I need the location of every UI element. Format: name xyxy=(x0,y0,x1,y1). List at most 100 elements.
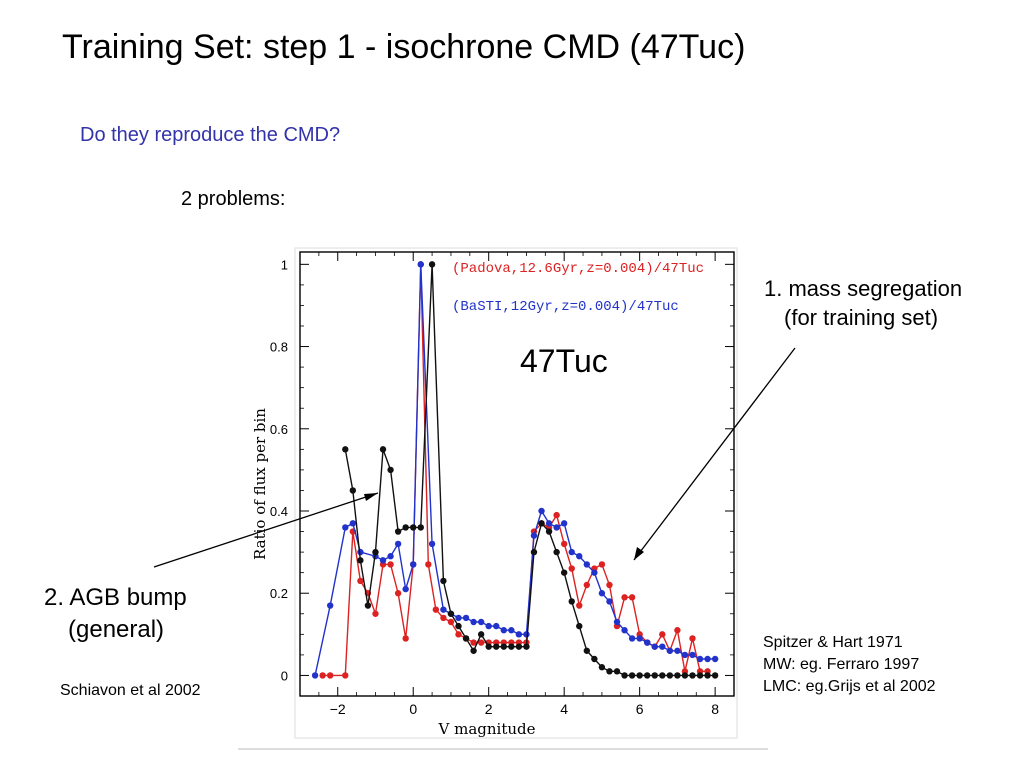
series-1-point xyxy=(477,618,485,626)
series-1-point xyxy=(349,520,357,527)
series-1-point xyxy=(515,631,523,638)
series-1-point xyxy=(417,261,424,268)
series-1-point xyxy=(591,569,598,576)
y-tick-label: 0.2 xyxy=(270,586,288,601)
series-2-point xyxy=(568,598,575,605)
y-tick-label: 1 xyxy=(281,257,288,272)
series-2-point xyxy=(349,487,357,494)
series-1-point xyxy=(606,598,613,605)
series-2-point xyxy=(394,528,402,535)
x-tick-label: 8 xyxy=(711,701,719,717)
series-1-point xyxy=(500,627,507,634)
series-1-point xyxy=(485,622,492,630)
series-0-point xyxy=(621,594,628,601)
x-tick-label: 4 xyxy=(560,701,568,717)
series-2-point xyxy=(500,643,507,650)
annotation-agb-bump-line1: 2. AGB bump xyxy=(44,584,187,611)
series-2-point xyxy=(644,672,651,679)
series-2-point xyxy=(477,631,485,638)
citation-right-line1: Spitzer & Hart 1971 xyxy=(763,634,903,651)
series-2-point xyxy=(553,548,560,556)
series-2-point xyxy=(402,524,409,531)
series-1-point xyxy=(696,655,704,663)
series-2-point xyxy=(681,672,689,679)
series-1-point xyxy=(402,585,409,593)
series-2-point xyxy=(613,668,621,675)
series-0-point xyxy=(576,602,583,609)
series-1-point xyxy=(560,520,568,527)
annotation-mass-segregation: 1. mass segregation (for training set) xyxy=(764,274,962,332)
series-2-point xyxy=(711,672,719,679)
chart-annotation: 47Tuc xyxy=(520,343,608,379)
x-tick-label: 2 xyxy=(485,701,493,717)
series-1-point xyxy=(410,561,417,568)
series-0-point xyxy=(372,610,379,617)
x-tick-label: 6 xyxy=(636,701,644,717)
citation-right: Spitzer & Hart 1971 MW: eg. Ferraro 1997… xyxy=(763,632,936,698)
series-0-point xyxy=(432,606,440,613)
y-tick-label: 0.6 xyxy=(270,422,288,437)
series-1-point xyxy=(553,524,560,531)
series-0-point xyxy=(659,631,666,638)
series-2-point xyxy=(485,643,492,650)
series-1-point xyxy=(674,647,681,654)
series-2-point xyxy=(462,635,470,642)
series-1-point xyxy=(681,651,689,659)
y-axis-label: Ratio of flux per bin xyxy=(251,408,269,560)
series-0-point xyxy=(342,672,349,679)
citation-right-line2: MW: eg. Ferraro 1997 xyxy=(763,656,920,673)
series-0-point xyxy=(568,565,575,572)
series-0-point xyxy=(447,618,455,626)
series-2-point xyxy=(364,602,372,609)
series-2-point xyxy=(428,261,436,268)
series-2-point xyxy=(387,466,394,474)
y-tick-label: 0.4 xyxy=(270,504,288,519)
arrow-mass-segregation xyxy=(633,347,796,561)
series-1-point xyxy=(545,520,553,527)
arrowhead-mass-segregation xyxy=(634,547,644,560)
series-1-point xyxy=(428,540,436,548)
citation-right-line3: LMC: eg.Grijs et al 2002 xyxy=(763,678,936,695)
annotation-agb-bump-line2: (general) xyxy=(68,616,165,643)
series-0-point xyxy=(628,594,636,601)
plot-frame xyxy=(294,247,738,739)
series-2-point xyxy=(628,672,636,679)
series-2-point xyxy=(651,672,658,679)
legend-entry-1: (BaSTI,12Gyr,z=0.004)/47Tuc xyxy=(452,299,679,315)
series-2-point xyxy=(591,655,598,663)
series-1-point xyxy=(576,553,583,560)
series-2-point xyxy=(674,672,681,679)
series-2-point xyxy=(689,672,696,679)
series-0-point xyxy=(440,614,447,622)
series-1-point xyxy=(508,627,515,634)
series-1-point xyxy=(462,614,470,622)
series-0-point xyxy=(689,635,696,642)
series-1-point xyxy=(711,655,719,663)
plot-axes-box xyxy=(299,251,735,697)
series-1-point xyxy=(387,553,394,560)
series-1-point xyxy=(530,532,538,539)
series-0-point xyxy=(477,639,485,646)
series-2-point xyxy=(470,647,477,654)
series-1-point xyxy=(470,618,477,626)
series-2-point xyxy=(636,672,643,679)
series-2-point xyxy=(410,524,417,531)
series-2-point xyxy=(523,643,530,650)
series-2-point xyxy=(440,577,447,585)
series-0-point xyxy=(357,577,364,585)
annotation-mass-segregation-line1: 1. mass segregation xyxy=(764,276,963,301)
arrow-agb-bump xyxy=(153,492,379,568)
series-0-point xyxy=(402,635,409,642)
series-2-point xyxy=(372,548,379,556)
series-0-point xyxy=(560,540,568,548)
series-1-point xyxy=(440,606,447,613)
slide-title: Training Set: step 1 - isochrone CMD (47… xyxy=(62,28,746,66)
series-0-point xyxy=(606,581,613,589)
series-1-point xyxy=(644,639,651,646)
series-0-point xyxy=(326,672,334,679)
series-2-point xyxy=(545,528,553,535)
series-2-point xyxy=(576,622,583,630)
series-1-point xyxy=(326,602,334,609)
series-1-point xyxy=(342,524,349,531)
